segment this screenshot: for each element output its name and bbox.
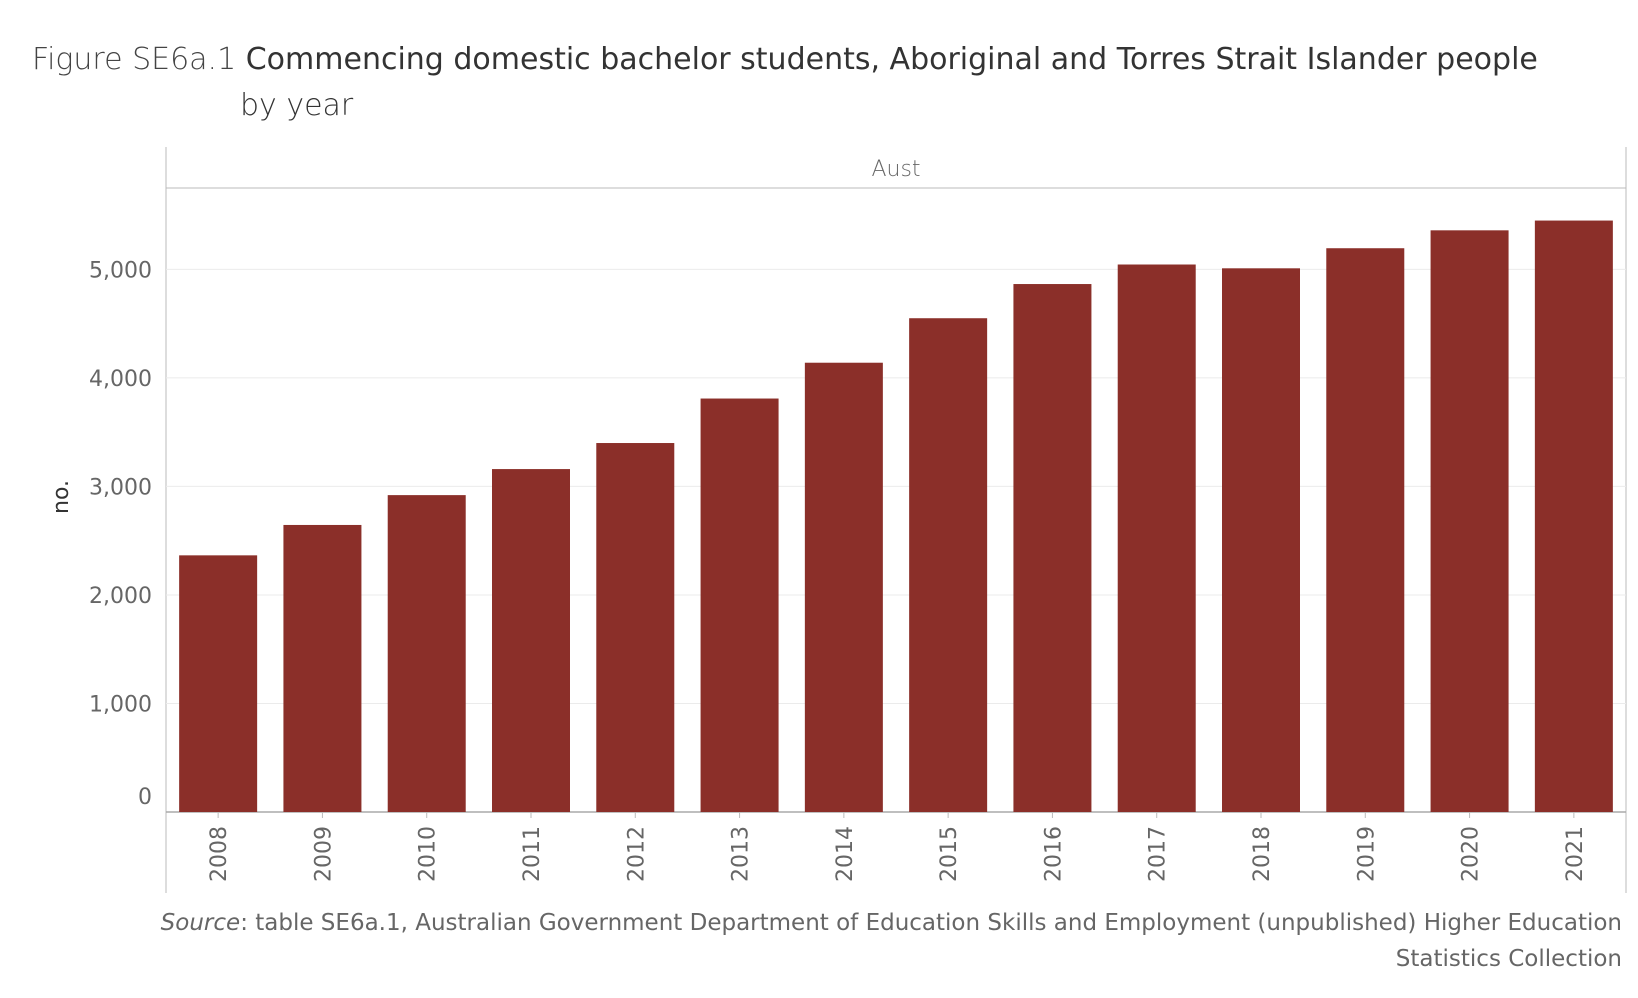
figure-subtitle: by year bbox=[240, 88, 354, 123]
bar-2012 bbox=[596, 443, 675, 812]
x-tick-label: 2008 bbox=[207, 826, 232, 882]
bar-2010 bbox=[387, 495, 466, 812]
bar-2015 bbox=[909, 318, 988, 812]
bar-2020 bbox=[1430, 230, 1509, 812]
x-tick-label: 2010 bbox=[416, 826, 441, 882]
bar-2021 bbox=[1534, 220, 1613, 812]
bar-2013 bbox=[700, 398, 779, 812]
x-tick-label: 2019 bbox=[1354, 826, 1379, 882]
y-tick-label: 3,000 bbox=[89, 475, 152, 500]
figure-title: Commencing domestic bachelor students, A… bbox=[245, 42, 1538, 77]
x-tick-label: 2013 bbox=[729, 826, 754, 882]
bar-2008 bbox=[179, 555, 258, 812]
bar-chart: 0 1,000 2,000 3,000 4,000 5,000 2008 2009 2010 2… bbox=[49, 147, 1627, 893]
x-tick-label: 2011 bbox=[520, 826, 545, 882]
y-tick-label: 1,000 bbox=[89, 692, 152, 717]
x-tick-label: 2009 bbox=[311, 826, 336, 882]
x-tick-label: 2014 bbox=[833, 826, 858, 882]
x-tick-label: 2021 bbox=[1563, 826, 1588, 882]
y-tick-label: 0 bbox=[138, 785, 152, 810]
bar-2018 bbox=[1222, 268, 1300, 812]
bar-2019 bbox=[1326, 248, 1405, 813]
bar-2017 bbox=[1117, 264, 1196, 812]
y-tick-label: 4,000 bbox=[89, 367, 152, 392]
source-label: Source bbox=[160, 910, 241, 936]
panel-label: Aust bbox=[871, 157, 920, 182]
bar-2011 bbox=[492, 469, 570, 812]
bar-2009 bbox=[283, 524, 362, 812]
x-tick-label: 2020 bbox=[1459, 826, 1484, 882]
bar-2016 bbox=[1013, 284, 1092, 812]
x-tick-label: 2015 bbox=[937, 826, 962, 882]
bar-2014 bbox=[804, 362, 883, 812]
chart-title: Figure SE6a.1 Commencing domestic bachel… bbox=[32, 38, 1538, 82]
x-tick-label: 2012 bbox=[624, 826, 649, 882]
y-tick-label: 5,000 bbox=[89, 258, 152, 283]
x-tick-label: 2018 bbox=[1250, 826, 1275, 882]
x-tick-label: 2016 bbox=[1041, 826, 1066, 882]
y-axis-label: no. bbox=[49, 480, 74, 514]
x-tick-label: 2017 bbox=[1146, 826, 1171, 882]
source-text: : table SE6a.1, Australian Government De… bbox=[240, 910, 1622, 972]
figure-number: Figure SE6a.1 bbox=[32, 42, 237, 77]
source-note: Source: table SE6a.1, Australian Governm… bbox=[62, 905, 1622, 977]
y-tick-label: 2,000 bbox=[89, 584, 152, 609]
